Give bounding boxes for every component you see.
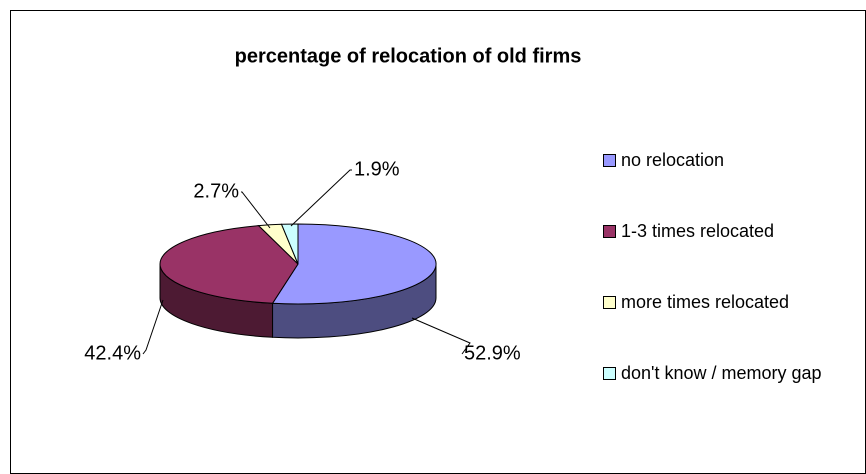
chart-title: percentage of relocation of old firms xyxy=(235,45,582,67)
data-label: 2.7% xyxy=(193,180,239,202)
legend-swatch xyxy=(603,367,616,380)
slice xyxy=(280,223,299,265)
data-label: 1.9% xyxy=(354,158,400,180)
legend-item: don't know / memory gap xyxy=(603,361,853,432)
legend-swatch xyxy=(603,225,616,238)
leader-line xyxy=(290,169,352,227)
legend-label: more times relocated xyxy=(621,292,790,312)
slice xyxy=(271,223,437,305)
leader-line xyxy=(142,299,164,355)
slice xyxy=(159,225,299,304)
legend-swatch xyxy=(603,296,616,309)
legend-label: don't know / memory gap xyxy=(621,363,822,383)
leader-line xyxy=(241,191,271,229)
legend-item: more times relocated xyxy=(603,290,853,361)
leader-line xyxy=(411,317,471,355)
legend: no relocation 1-3 times relocated more tim… xyxy=(603,148,853,432)
legend-swatch xyxy=(603,154,616,167)
chart-border xyxy=(10,10,866,474)
legend-label: no relocation xyxy=(621,150,725,170)
data-label: 52.9% xyxy=(464,342,521,364)
legend-item: 1-3 times relocated xyxy=(603,219,853,290)
legend-item: no relocation xyxy=(603,148,853,219)
data-label: 42.4% xyxy=(84,342,141,364)
legend-label: 1-3 times relocated xyxy=(621,221,775,241)
